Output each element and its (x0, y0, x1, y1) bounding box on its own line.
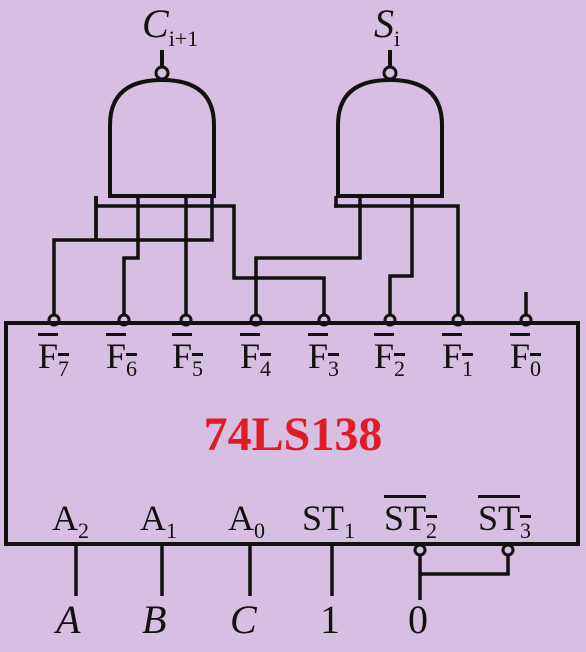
pin-a0: A0 (228, 498, 265, 544)
pin-f4: F4 (240, 336, 272, 382)
input-b: B (142, 597, 167, 642)
pin-f1: F1 (442, 336, 474, 382)
input-c: C (230, 597, 257, 642)
nand-gate-sum (336, 77, 444, 198)
input-1: 1 (320, 597, 340, 642)
input-0: 0 (408, 597, 428, 642)
input-a: A (56, 597, 81, 642)
chip-body (4, 321, 580, 546)
pin-a2: A2 (52, 498, 89, 544)
pin-st1: ST1 (302, 498, 356, 544)
gate-input-wires (52, 196, 460, 315)
pin-a1: A1 (140, 498, 177, 544)
nand-bubble-sum (382, 65, 398, 81)
bottom-pin-bubbles (413, 543, 515, 557)
sum-output-label: Si (374, 1, 401, 51)
pin-f6: F6 (106, 336, 138, 382)
carry-output-label: Ci+1 (142, 1, 199, 51)
pin-f7: F7 (38, 336, 70, 382)
nand-bubble-carry (154, 65, 170, 81)
bottom-pin-wires (74, 544, 510, 600)
pin-f0: F0 (510, 336, 542, 382)
pin-f2: F2 (374, 336, 406, 382)
pin-st3: ST3 (478, 498, 532, 544)
pin-st2: ST2 (384, 498, 438, 544)
pin-f5: F5 (172, 336, 204, 382)
pin-f3: F3 (308, 336, 340, 382)
chip-name: 74LS138 (203, 408, 383, 461)
nand-gate-carry (108, 77, 216, 198)
